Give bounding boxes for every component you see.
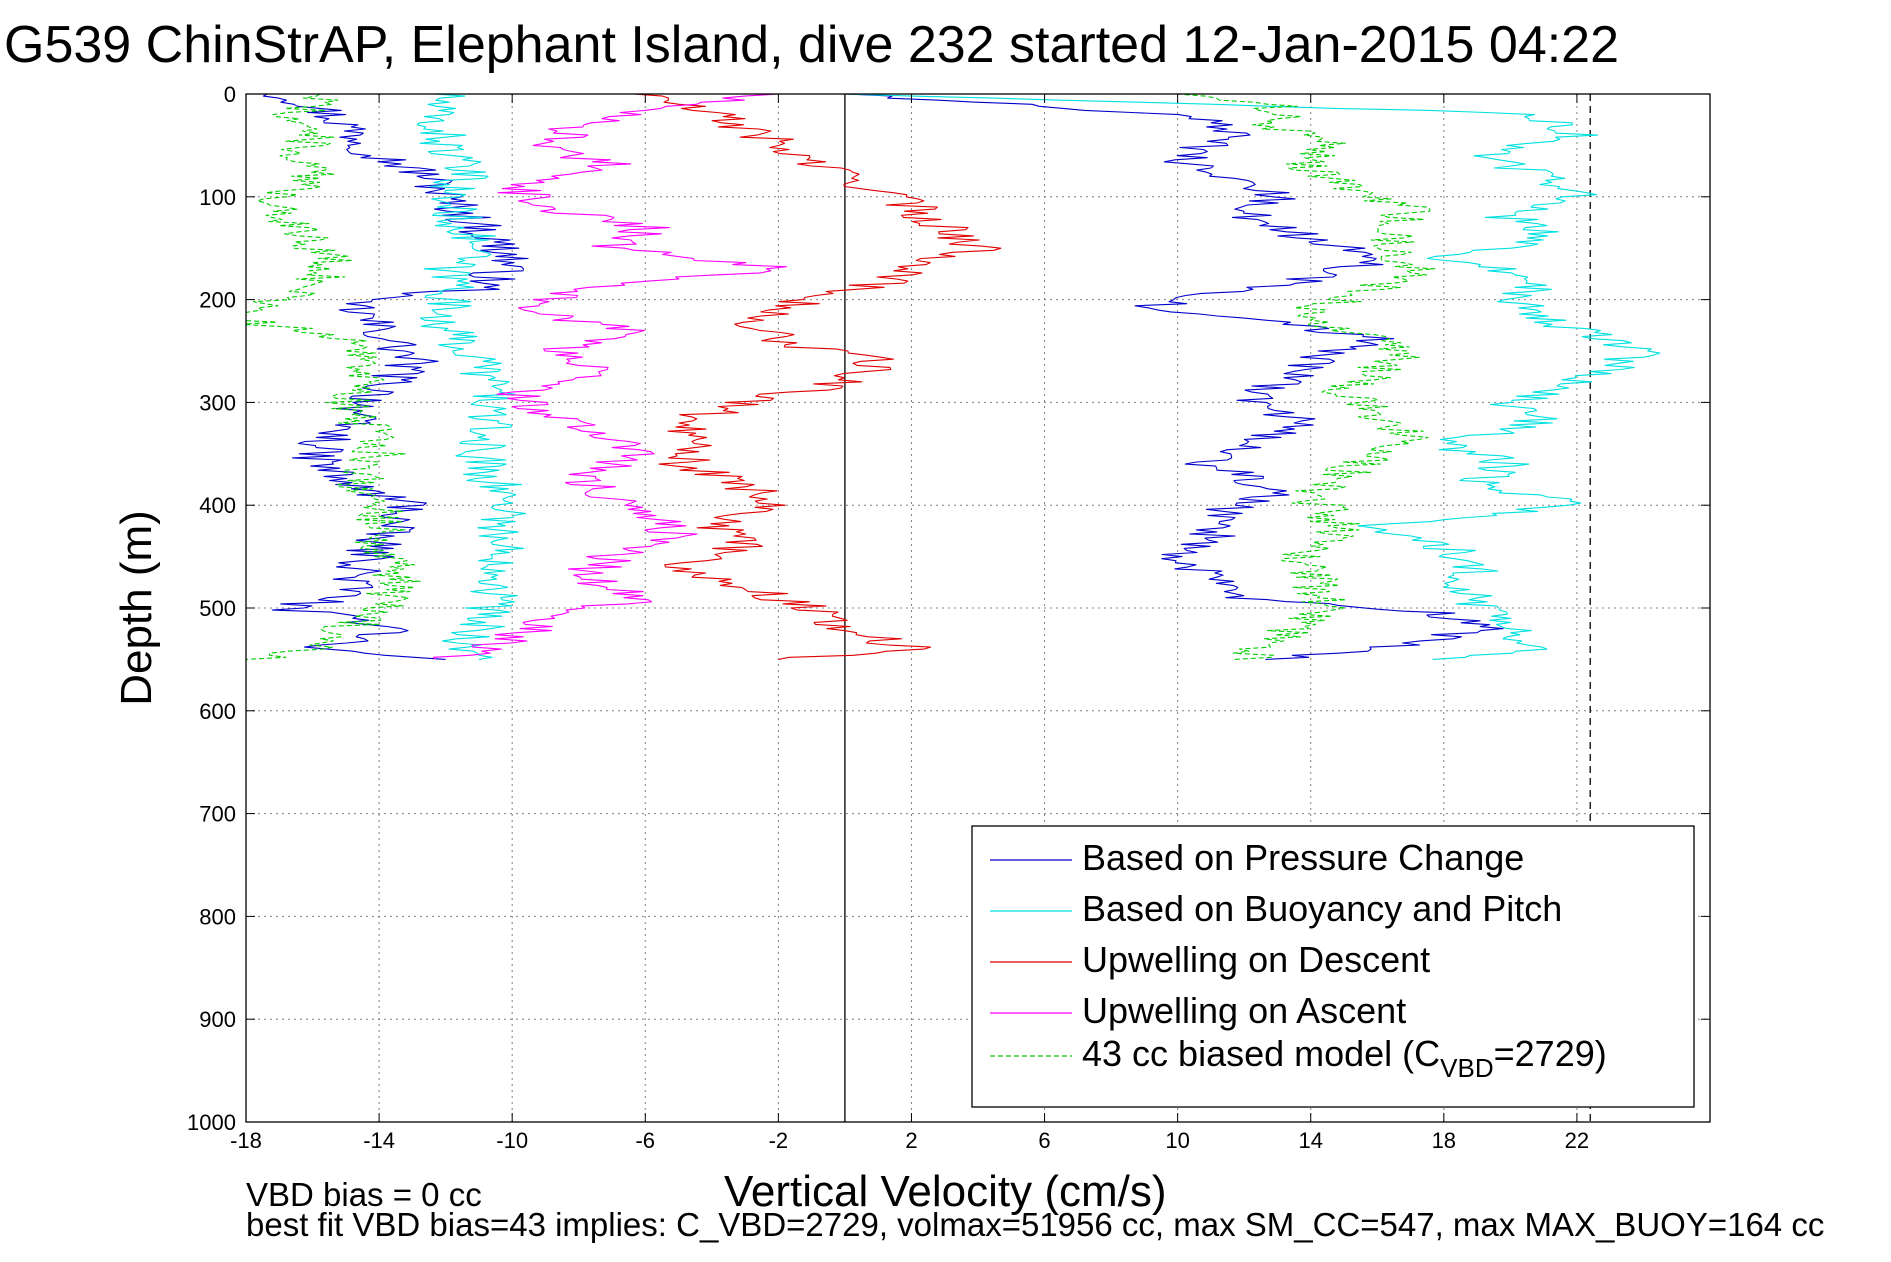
- series-upwelling-on-descent-descent: [634, 94, 1002, 660]
- legend-label: Upwelling on Descent: [1082, 939, 1430, 980]
- x-axis-label: Vertical Velocity (cm/s): [724, 1167, 1167, 1216]
- x-tick-label: -14: [363, 1128, 395, 1153]
- x-tick-label: -6: [635, 1128, 655, 1153]
- legend-label: 43 cc biased model (CVBD=2729): [1082, 1033, 1607, 1083]
- footer-line-1: VBD bias = 0 cc: [246, 1176, 482, 1213]
- y-tick-label: 200: [199, 288, 236, 313]
- x-tick-label: 18: [1432, 1128, 1456, 1153]
- legend-label: Based on Buoyancy and Pitch: [1082, 888, 1562, 929]
- x-tick-label: -10: [496, 1128, 528, 1153]
- x-tick-label: -18: [230, 1128, 262, 1153]
- x-tick-label: 14: [1298, 1128, 1322, 1153]
- y-tick-label: 0: [224, 82, 236, 107]
- footer-line-2: best fit VBD bias=43 implies: C_VBD=2729…: [246, 1206, 1824, 1243]
- x-tick-label: 2: [905, 1128, 917, 1153]
- axis-ticks: -18 -14 -10 -6 -2 2 6 10 14 18 22 0 100 200 300 400 500 6…: [187, 82, 1710, 1153]
- y-tick-label: 800: [199, 904, 236, 929]
- series-layer: [246, 94, 1661, 660]
- legend-box: [971, 825, 1695, 1108]
- y-tick-label: 900: [199, 1007, 236, 1032]
- y-tick-label: 700: [199, 802, 236, 827]
- y-axis-label: Depth (m): [112, 510, 161, 706]
- series-43-cc-biased-model-c-vbd-2729-descent: [246, 94, 421, 660]
- series-based-on-buoyancy-and-pitch-descent: [416, 94, 527, 660]
- legend: Based on Pressure Change Based on Buoyanc…: [971, 825, 1695, 1108]
- x-tick-label: -2: [769, 1128, 789, 1153]
- y-tick-label: 300: [199, 390, 236, 415]
- y-tick-label: 600: [199, 699, 236, 724]
- x-tick-label: 10: [1165, 1128, 1189, 1153]
- y-tick-label: 1000: [187, 1110, 236, 1135]
- legend-label: Based on Pressure Change: [1082, 837, 1524, 878]
- y-tick-label: 400: [199, 493, 236, 518]
- x-tick-label: 6: [1038, 1128, 1050, 1153]
- x-tick-label: 22: [1565, 1128, 1589, 1153]
- y-tick-label: 500: [199, 596, 236, 621]
- chart-title: G539 ChinStrAP, Elephant Island, dive 23…: [4, 16, 1619, 74]
- series-based-on-pressure-change-descent: [262, 94, 529, 660]
- y-tick-label: 100: [199, 185, 236, 210]
- series-upwelling-on-ascent-ascent: [432, 94, 787, 660]
- series-based-on-buoyancy-and-pitch-ascent: [844, 94, 1661, 660]
- legend-label: Upwelling on Ascent: [1082, 990, 1406, 1031]
- series-based-on-pressure-change-ascent: [844, 94, 1504, 660]
